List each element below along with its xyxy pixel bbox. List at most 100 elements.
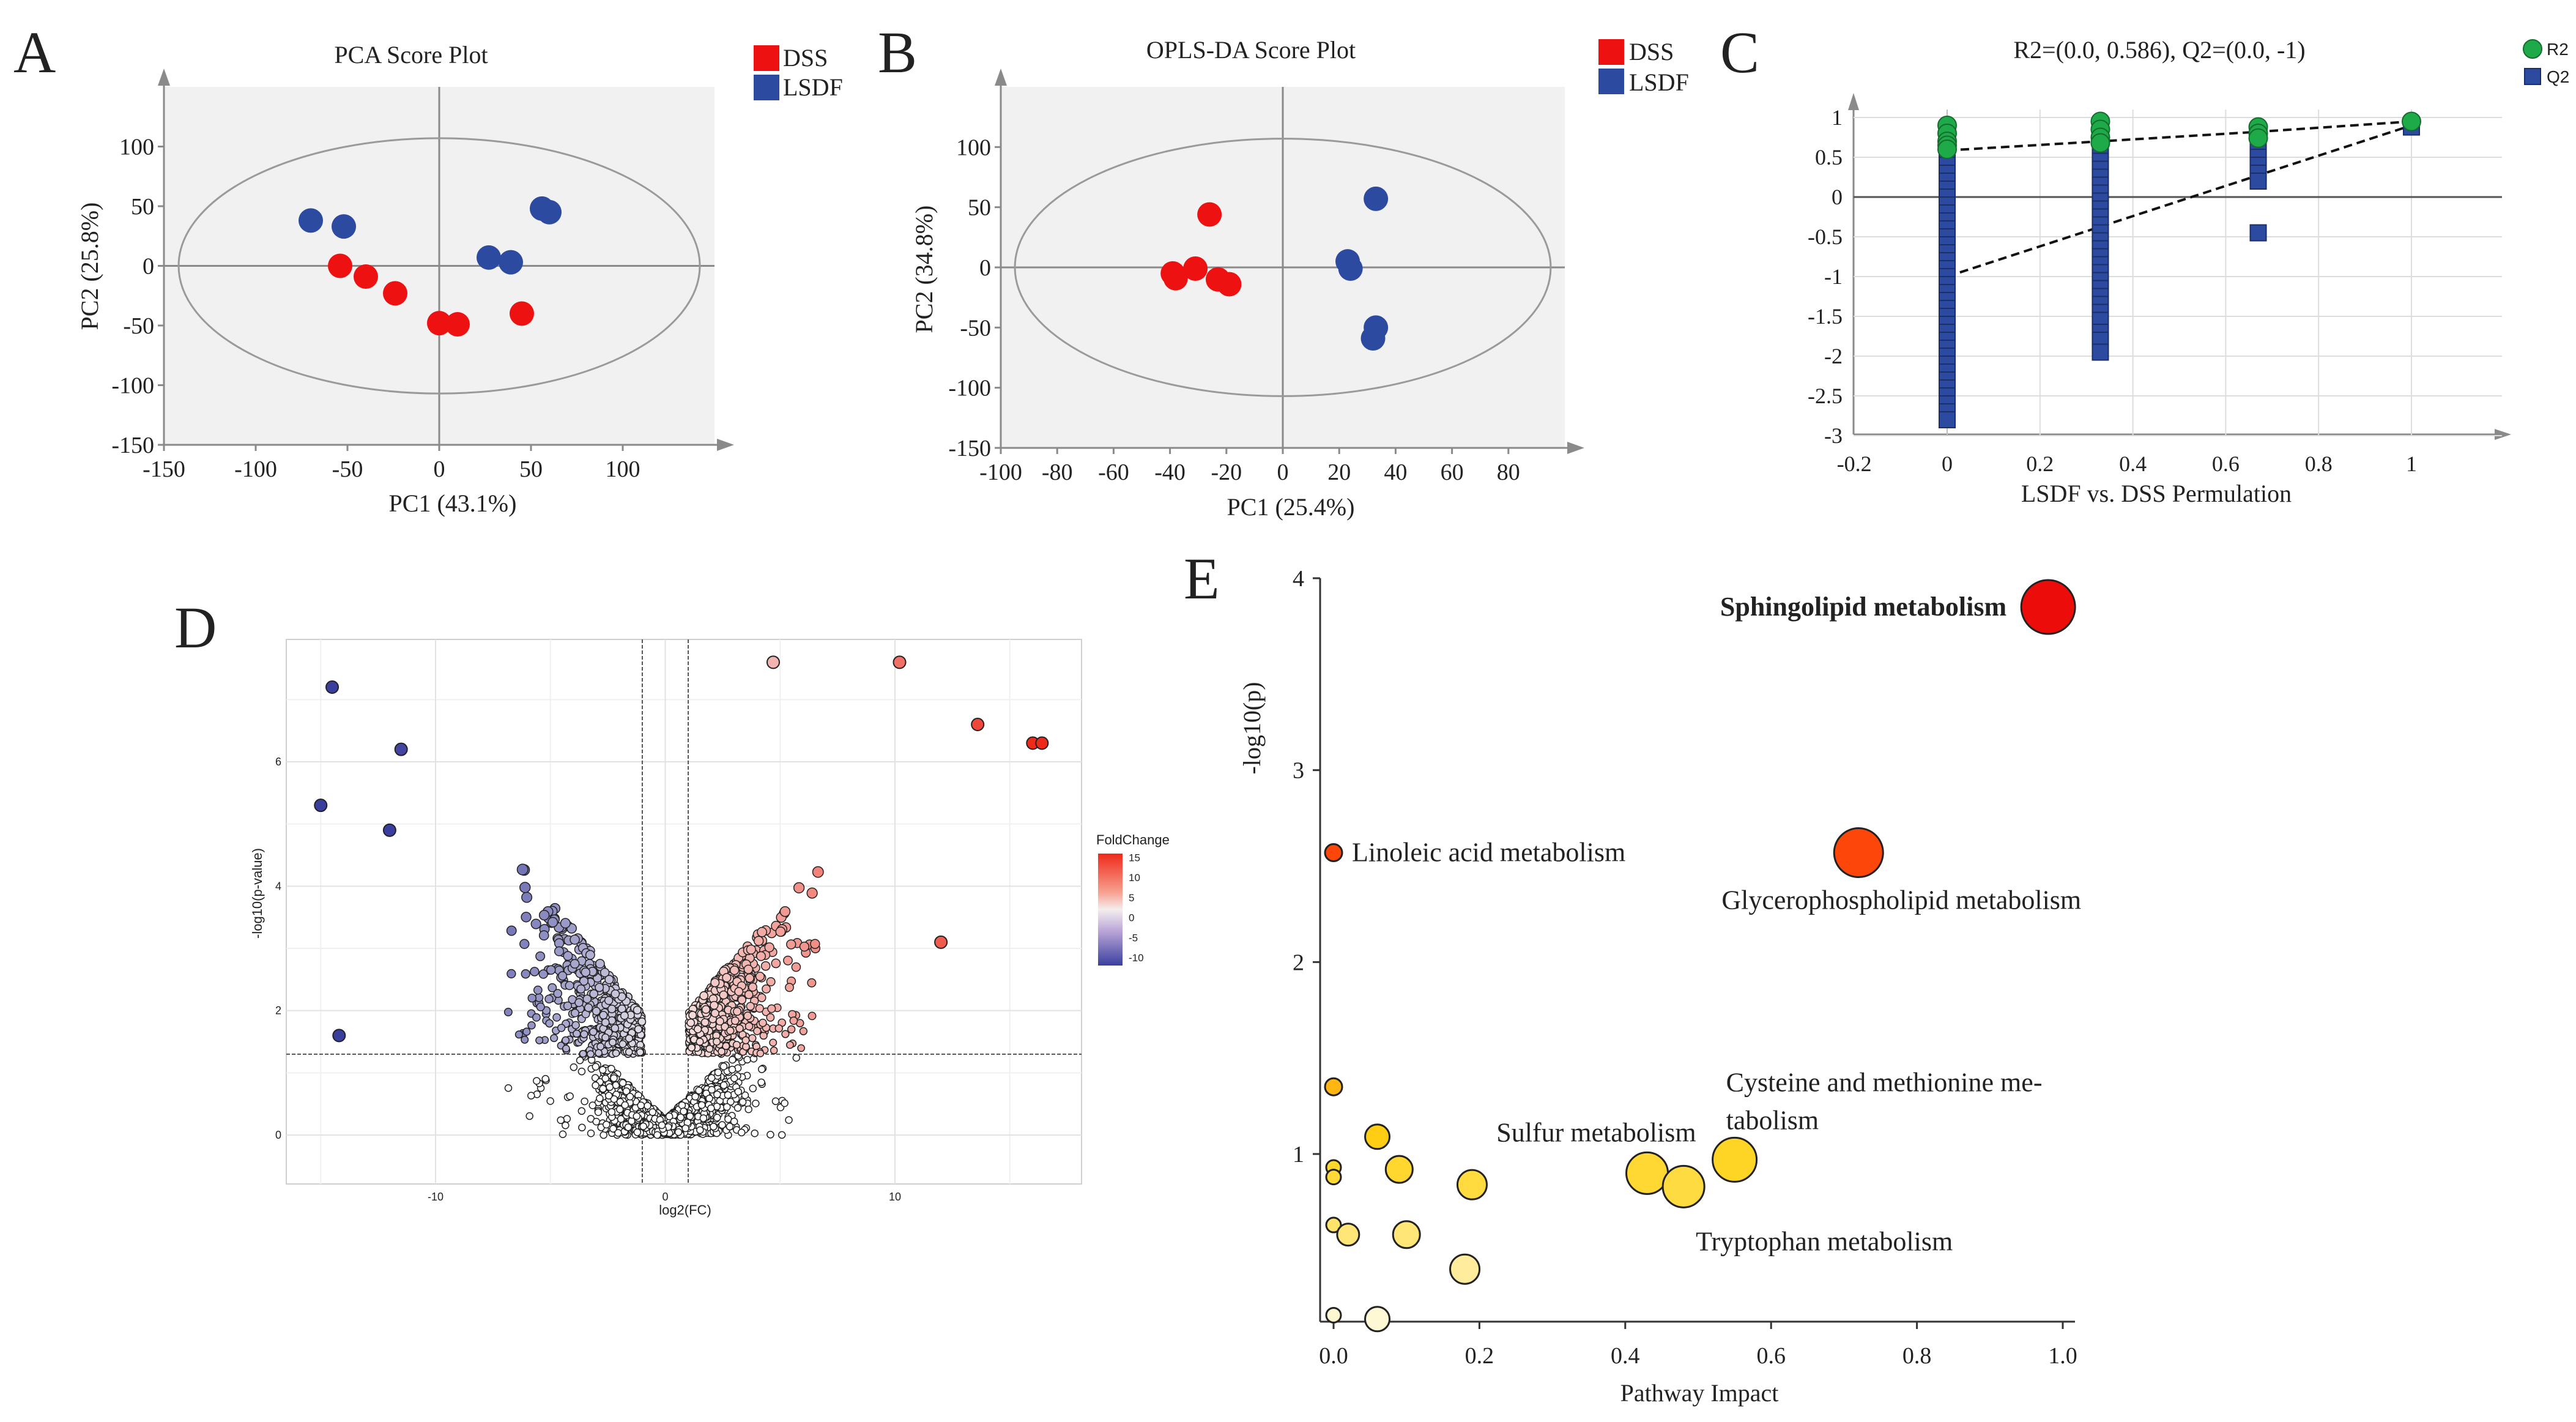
volcano-point-up [744,973,754,983]
volcano-point-up [748,982,757,992]
volcano-point-up [766,1013,775,1022]
volcano-point-down [563,1001,573,1010]
panel-letter-a: A [13,20,56,85]
pathway-bubble [1364,1306,1391,1333]
volcano-point-ns [610,1095,618,1103]
panel-letter-d: D [174,595,217,660]
volcano-point-ns [637,1101,645,1109]
panel-a-y-arrow [158,69,170,86]
volcano-point-ns [525,1112,533,1120]
volcano-point-extreme [325,680,340,694]
r2-point [2248,128,2268,148]
volcano-point-down [538,969,548,979]
x-tick-label: -150 [143,456,185,482]
volcano-point-ns [678,1101,686,1109]
volcano-point-ns [541,1074,549,1083]
volcano-point-ns [604,1092,613,1100]
x-tick-label: 0.2 [2026,452,2054,476]
volcano-point-ns [665,1112,674,1120]
volcano-point-ns [707,1074,716,1082]
q2-point [1939,411,1956,428]
volcano-point-down [620,1011,629,1020]
x-tick-label: 0.2 [1465,1343,1494,1369]
y-tick-label: -100 [948,376,991,401]
legend-marker-q2 [2524,68,2541,85]
confidence-ellipse [177,137,701,395]
pathway-bubble [1456,1169,1488,1201]
x-tick-label: -60 [1098,460,1129,485]
y-tick-label: 50 [131,194,154,220]
volcano-point-up [730,1016,740,1026]
volcano-point-down [599,1011,608,1020]
pathway-bubble [1384,1155,1414,1184]
y-tick-label: -3 [1824,423,1843,448]
volcano-point-up [741,1036,750,1044]
volcano-point-up [737,995,747,1005]
volcano-point-ns [566,1092,574,1100]
y-tick-label: 4 [275,880,281,892]
legend-swatch-lsdf [754,75,779,100]
volcano-point-down [599,967,610,978]
volcano-point-ns [633,1112,641,1120]
volcano-point-down [582,994,592,1003]
volcano-point-up [812,866,824,878]
volcano-point-down [557,1024,566,1032]
score-point-lsdf [1360,326,1386,351]
score-point-lsdf [332,214,356,239]
q2-regression-line [1947,124,2412,278]
volcano-point-ns [771,1097,780,1106]
volcano-point-up [718,1048,726,1055]
volcano-point-down [607,1004,617,1014]
panel-d-ylabel: -log10(p-value) [250,848,265,939]
legend-swatch-dss [1598,39,1624,65]
y-tick-label: -100 [111,373,154,399]
volcano-point-up [785,1041,794,1049]
panel-b-x-ticks: -100 -80 -60 -40 -20 0 20 40 60 80 [979,448,1520,485]
volcano-point-down [573,1029,581,1038]
y-tick-label: 6 [275,756,281,768]
x-tick-label: -10 [428,1191,444,1203]
volcano-point-ns [599,1085,607,1093]
volcano-point-down [560,918,571,929]
volcano-point-ns [674,1128,683,1136]
volcano-point-ns [599,1131,607,1139]
colorbar-tick-label: 10 [1129,872,1140,884]
colorbar-tick-label: -10 [1129,952,1144,964]
panel-a-pca: -150 -100 -50 0 50 100 100 50 0 -50 -100 -150 PCA … [76,41,843,517]
volcano-point-down [527,993,536,1003]
volcano-point-down [604,975,614,985]
volcano-point-ns [609,1125,617,1133]
volcano-point-ns [622,1087,631,1095]
x-tick-label: 0.4 [1611,1343,1640,1369]
volcano-point-ns [766,1131,774,1139]
volcano-point-down [611,1024,620,1033]
volcano-point-up [806,887,818,899]
volcano-point-ns [592,1117,601,1126]
panel-a-title: PCA Score Plot [334,41,488,69]
y-tick-label: -150 [948,436,991,461]
colorbar-tick-label: 15 [1129,852,1140,864]
volcano-point-ns [699,1114,708,1122]
volcano-point-up [743,964,754,974]
pathway-bubble-linoleic-acid-metabolism [1324,843,1343,863]
volcano-point-ns [618,1079,627,1087]
y-tick-label: 0.5 [1815,145,1843,169]
panel-a-ylabel: PC2 (25.8%) [76,203,103,330]
volcano-point-up [799,941,810,952]
legend-label-dss: DSS [1629,38,1674,65]
volcano-point-down [562,1036,570,1044]
volcano-point-ns [606,1083,614,1091]
pathway-label: Sulfur metabolism [1496,1117,1696,1147]
volcano-point-ns [737,1128,746,1137]
pathway-bubble [1336,1223,1360,1247]
volcano-point-down [535,1036,544,1044]
y-tick-label: 1 [1293,1142,1304,1167]
panel-e-pathway: 0.0 0.2 0.4 0.6 0.8 1.0 1 2 3 4 Sphingolipid met… [1238,566,2081,1407]
volcano-point-up [688,1011,697,1019]
volcano-point-ns [592,1081,599,1090]
volcano-point-down [563,951,573,961]
volcano-point-down [536,1002,545,1011]
score-point-dss [383,281,407,306]
x-tick-label: 0.6 [1756,1343,1786,1369]
volcano-point-up [699,991,708,1000]
